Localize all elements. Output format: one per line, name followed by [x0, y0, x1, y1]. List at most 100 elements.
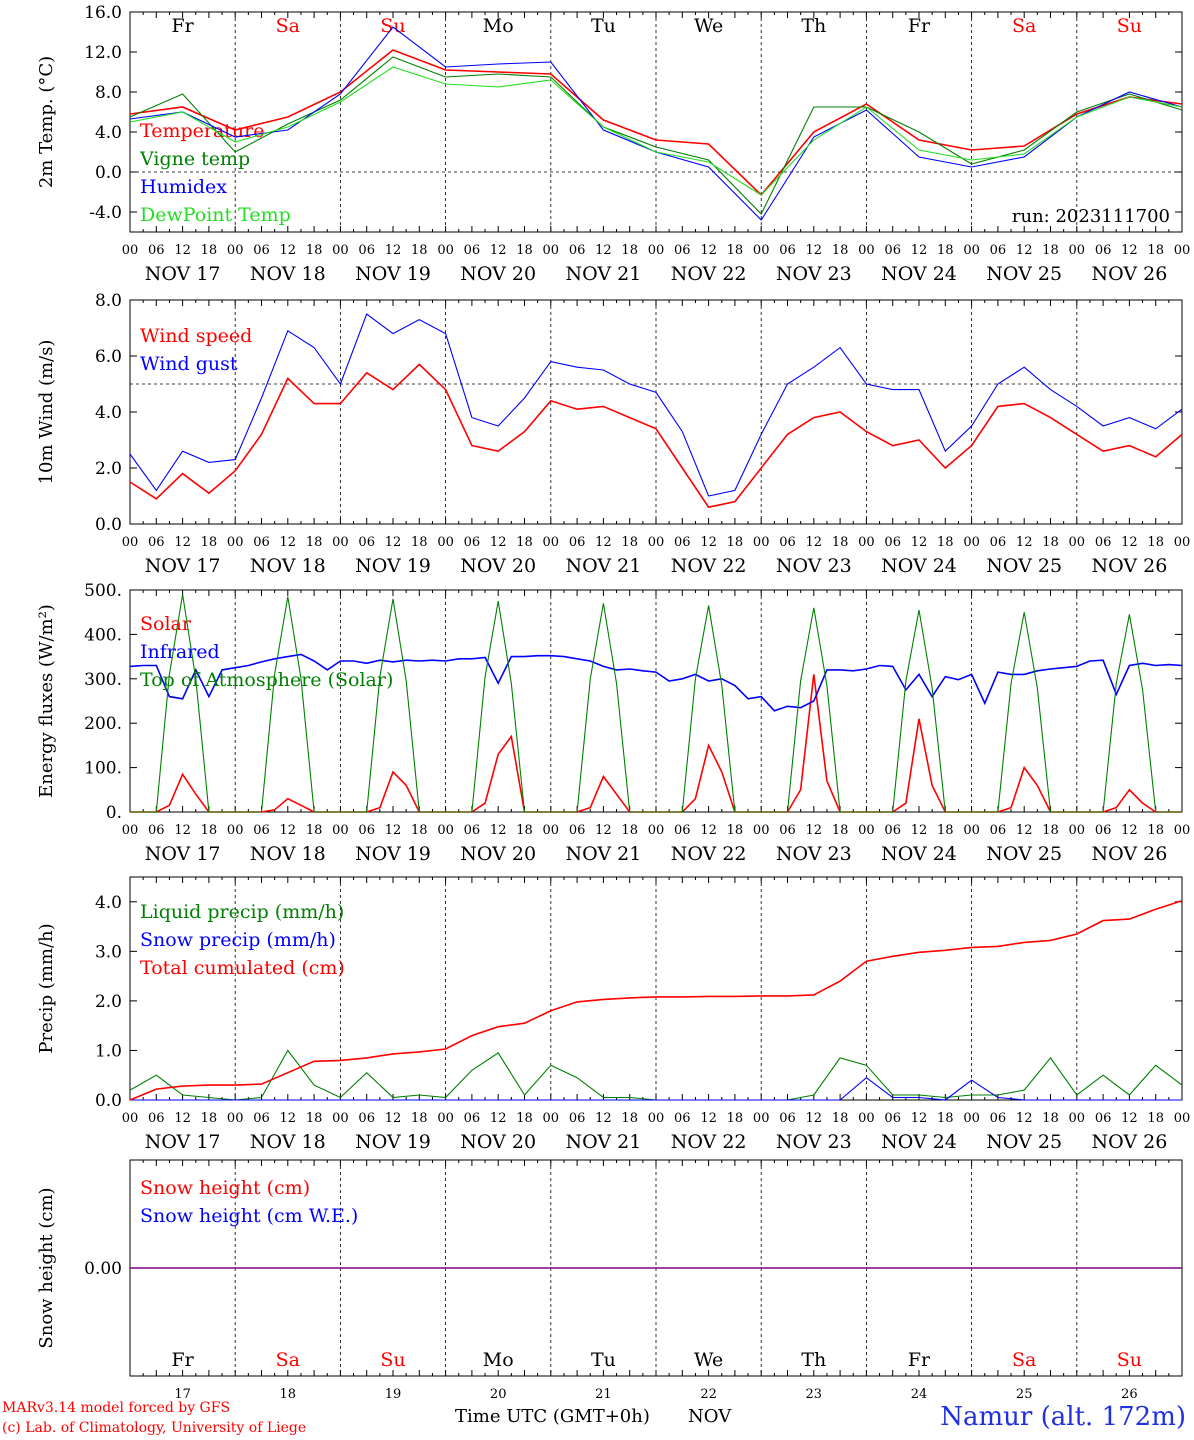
x-hour-label: 00 — [543, 535, 560, 550]
y-axis-title: 10m Wind (m/s) — [36, 340, 57, 485]
y-tick-label: 3.0 — [95, 942, 122, 962]
x-hour-label: 12 — [595, 1111, 612, 1126]
x-hour-label: 18 — [727, 535, 744, 550]
x-date-label: NOV 22 — [671, 263, 747, 285]
day-name-label: Fr — [908, 1349, 931, 1371]
x-hour-label: 06 — [569, 823, 586, 838]
day-name-label: Sa — [1012, 1349, 1036, 1371]
series-line-green — [130, 594, 1182, 813]
day-number-label: 24 — [911, 1387, 928, 1402]
x-hour-label: 18 — [306, 243, 323, 258]
x-hour-label: 06 — [148, 1111, 165, 1126]
x-date-label: NOV 19 — [355, 263, 431, 285]
legend-label: DewPoint Temp — [140, 204, 291, 226]
series-line-red — [129, 900, 1183, 1101]
x-hour-label: 06 — [990, 243, 1007, 258]
x-hour-label: 00 — [963, 243, 980, 258]
x-date-label: NOV 25 — [986, 555, 1062, 577]
y-tick-label: 0.0 — [95, 163, 122, 183]
x-hour-label: 12 — [385, 535, 402, 550]
x-hour-label: 06 — [674, 535, 691, 550]
x-hour-label: 18 — [937, 823, 954, 838]
x-date-label: NOV 17 — [145, 1131, 221, 1153]
day-name-label: Th — [801, 1349, 826, 1371]
x-hour-label: 18 — [727, 243, 744, 258]
credit-line-1: MARv3.14 model forced by GFS — [2, 1400, 231, 1416]
x-hour-label: 06 — [148, 243, 165, 258]
x-hour-label: 18 — [201, 823, 218, 838]
x-hour-label: 12 — [490, 823, 507, 838]
x-hour-label: 18 — [1042, 1111, 1059, 1126]
x-hour-label: 18 — [937, 1111, 954, 1126]
x-date-label: NOV 20 — [460, 1131, 536, 1153]
day-number-label: 21 — [595, 1387, 612, 1402]
x-hour-label: 06 — [358, 535, 375, 550]
y-tick-label: 2.0 — [95, 992, 122, 1012]
x-hour-label: 12 — [595, 535, 612, 550]
x-hour-label: 12 — [1121, 823, 1138, 838]
x-hour-label: 12 — [385, 823, 402, 838]
x-hour-label: 00 — [1174, 535, 1191, 550]
day-name-label: Sa — [276, 15, 300, 37]
chart-panel-2: 0.0 2.0 4.0 6.0 8.0 10m Wind (m/s) 00 06 12 18 NOV… — [36, 291, 1190, 577]
x-hour-label: 12 — [911, 1111, 928, 1126]
y-tick-label: 100. — [84, 759, 122, 779]
y-tick-label: 12.0 — [84, 43, 122, 63]
series-line-lightgreen — [129, 66, 1183, 196]
x-hour-label: 06 — [464, 1111, 481, 1126]
x-hour-label: 06 — [569, 535, 586, 550]
series-line-blue — [130, 1076, 1182, 1101]
day-name-label: Mo — [483, 1349, 514, 1371]
x-hour-label: 18 — [727, 823, 744, 838]
x-date-label: NOV 19 — [355, 1131, 431, 1153]
chart-panel-4: 0.0 1.0 2.0 3.0 4.0 Precip (mm/h) 00 06 12 18 NOV … — [36, 876, 1190, 1153]
x-date-label: NOV 26 — [1091, 555, 1167, 577]
x-hour-label: 18 — [1042, 535, 1059, 550]
credit-line-2: (c) Lab. of Climatology, University of L… — [2, 1420, 307, 1436]
x-hour-label: 06 — [779, 823, 796, 838]
x-hour-label: 06 — [253, 1111, 270, 1126]
x-hour-label: 00 — [753, 823, 770, 838]
day-name-label: Sa — [1012, 15, 1036, 37]
x-hour-label: 18 — [411, 535, 428, 550]
y-tick-label: 500. — [84, 581, 122, 601]
x-hour-label: 06 — [884, 1111, 901, 1126]
x-date-label: NOV 24 — [881, 1131, 957, 1153]
y-tick-label: 4.0 — [95, 403, 122, 423]
y-tick-label: 8.0 — [95, 291, 122, 311]
x-hour-label: 12 — [911, 535, 928, 550]
x-hour-label: 00 — [963, 1111, 980, 1126]
y-tick-label: 16.0 — [84, 3, 122, 23]
x-hour-label: 00 — [858, 535, 875, 550]
x-date-label: NOV 25 — [986, 843, 1062, 865]
x-hour-label: 00 — [858, 1111, 875, 1126]
x-hour-label: 06 — [674, 823, 691, 838]
x-hour-label: 06 — [464, 243, 481, 258]
x-hour-label: 12 — [490, 535, 507, 550]
x-hour-label: 06 — [884, 823, 901, 838]
x-date-label: NOV 22 — [671, 1131, 747, 1153]
x-date-label: NOV 18 — [250, 1131, 326, 1153]
x-hour-label: 06 — [148, 823, 165, 838]
x-hour-label: 18 — [1147, 1111, 1164, 1126]
day-name-label: Tu — [591, 1349, 616, 1371]
x-hour-label: 06 — [884, 535, 901, 550]
x-date-label: NOV 26 — [1091, 263, 1167, 285]
x-hour-label: 00 — [1069, 535, 1086, 550]
x-hour-label: 00 — [437, 1111, 454, 1126]
legend-label: Infrared — [140, 641, 220, 663]
x-hour-label: 06 — [464, 535, 481, 550]
x-hour-label: 12 — [280, 535, 297, 550]
day-name-label: Fr — [171, 1349, 194, 1371]
x-date-label: NOV 25 — [986, 1131, 1062, 1153]
x-hour-label: 00 — [332, 823, 349, 838]
y-tick-label: 1.0 — [95, 1041, 122, 1061]
y-tick-label: 4.0 — [95, 893, 122, 913]
x-hour-label: 00 — [753, 1111, 770, 1126]
day-number-label: 23 — [806, 1387, 823, 1402]
x-hour-label: 00 — [437, 535, 454, 550]
legend-label: Vigne temp — [139, 148, 250, 170]
day-name-label: Fr — [908, 15, 931, 37]
x-hour-label: 12 — [174, 243, 191, 258]
